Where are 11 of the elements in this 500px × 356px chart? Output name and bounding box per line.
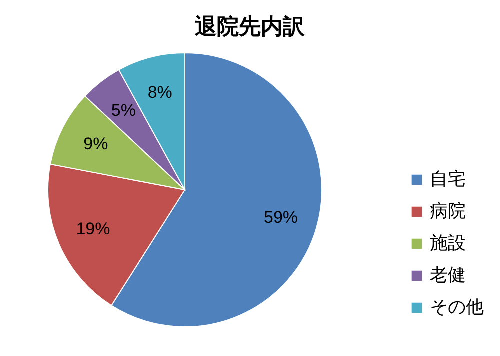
data-label: 19% xyxy=(76,220,110,239)
legend-label: その他 xyxy=(430,297,484,317)
data-label: 5% xyxy=(111,100,136,120)
chart-title: 退院先内訳 xyxy=(195,14,306,39)
data-label: 8% xyxy=(148,83,172,102)
data-label: 9% xyxy=(84,134,108,154)
legend-label: 施設 xyxy=(430,233,466,253)
data-label: 59% xyxy=(264,208,298,227)
legend-label: 自宅 xyxy=(430,169,466,189)
legend-label: 老健 xyxy=(430,265,466,285)
legend-label: 病院 xyxy=(430,201,466,221)
